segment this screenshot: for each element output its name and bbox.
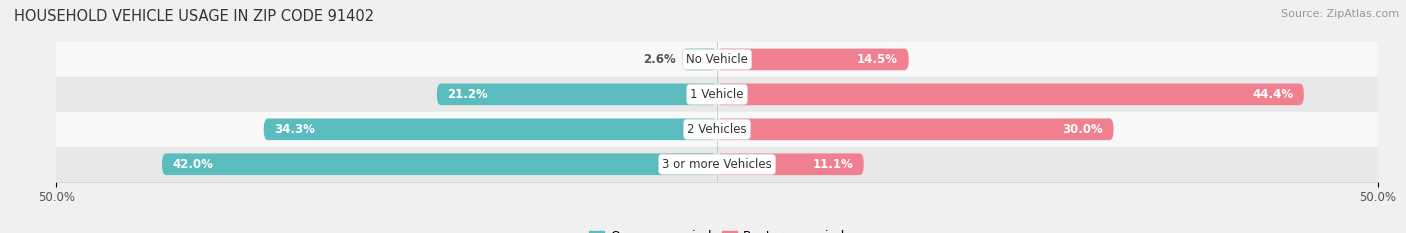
- Text: Source: ZipAtlas.com: Source: ZipAtlas.com: [1281, 9, 1399, 19]
- FancyBboxPatch shape: [683, 49, 717, 70]
- Bar: [56, 112, 1378, 147]
- Text: 2.6%: 2.6%: [644, 53, 676, 66]
- FancyBboxPatch shape: [717, 154, 863, 175]
- Text: No Vehicle: No Vehicle: [686, 53, 748, 66]
- Text: 3 or more Vehicles: 3 or more Vehicles: [662, 158, 772, 171]
- Text: 30.0%: 30.0%: [1062, 123, 1102, 136]
- FancyBboxPatch shape: [437, 84, 717, 105]
- Text: 21.2%: 21.2%: [447, 88, 488, 101]
- Text: 2 Vehicles: 2 Vehicles: [688, 123, 747, 136]
- Bar: [56, 77, 1378, 112]
- FancyBboxPatch shape: [717, 84, 1303, 105]
- Text: 42.0%: 42.0%: [173, 158, 214, 171]
- Bar: [56, 147, 1378, 182]
- FancyBboxPatch shape: [264, 118, 717, 140]
- Text: 44.4%: 44.4%: [1253, 88, 1294, 101]
- FancyBboxPatch shape: [717, 118, 1114, 140]
- Text: HOUSEHOLD VEHICLE USAGE IN ZIP CODE 91402: HOUSEHOLD VEHICLE USAGE IN ZIP CODE 9140…: [14, 9, 374, 24]
- Text: 1 Vehicle: 1 Vehicle: [690, 88, 744, 101]
- Text: 34.3%: 34.3%: [274, 123, 315, 136]
- Bar: [56, 42, 1378, 77]
- Legend: Owner-occupied, Renter-occupied: Owner-occupied, Renter-occupied: [583, 225, 851, 233]
- Text: 14.5%: 14.5%: [858, 53, 898, 66]
- FancyBboxPatch shape: [162, 154, 717, 175]
- Text: 11.1%: 11.1%: [813, 158, 853, 171]
- FancyBboxPatch shape: [717, 49, 908, 70]
